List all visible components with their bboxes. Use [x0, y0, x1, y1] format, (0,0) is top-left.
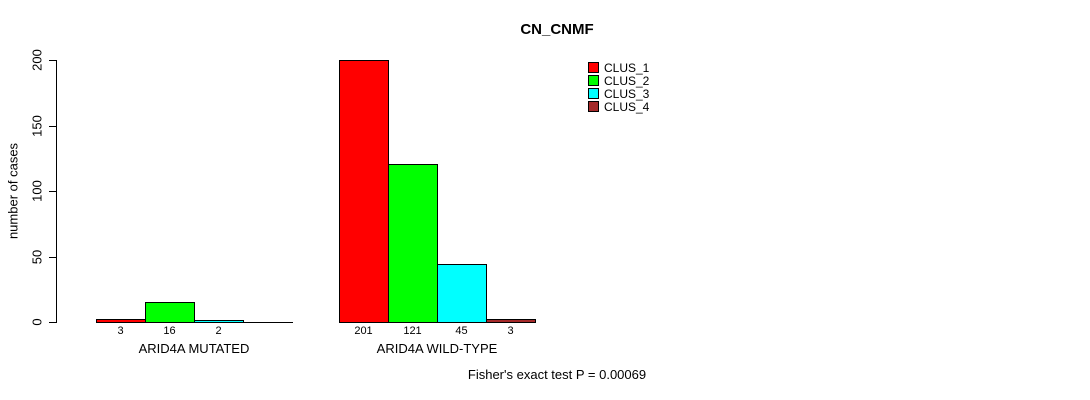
bar-clus-1-arid4a-wild-type: [339, 60, 389, 323]
bar-clus-4-arid4a-wild-type: [486, 319, 536, 323]
y-tick-mark-0: [49, 322, 56, 323]
legend-swatch-clus-2: [588, 75, 599, 86]
bar-clus-3-arid4a-wild-type: [437, 264, 487, 323]
y-tick-label-100: 100: [29, 180, 45, 202]
bar-value-label-clus-1-arid4a-wild-type: 201: [354, 325, 373, 337]
legend: CLUS_1 CLUS_2 CLUS_3 CLUS_4: [588, 60, 650, 114]
legend-item-clus-3: CLUS_3: [588, 86, 650, 101]
y-tick-mark-50: [49, 257, 56, 258]
legend-item-clus-1: CLUS_1: [588, 60, 650, 75]
y-tick-label-200: 200: [29, 49, 45, 71]
y-tick-mark-100: [49, 191, 56, 192]
bar-value-label-clus-3-arid4a-mutated: 2: [215, 325, 222, 337]
y-axis-label: number of cases: [5, 142, 21, 240]
category-label-arid4a-wild-type: ARID4A WILD-TYPE: [376, 341, 498, 356]
legend-swatch-clus-4: [588, 101, 599, 112]
bar-clus-1-arid4a-mutated: [96, 319, 146, 323]
bar-value-label-clus-1-arid4a-mutated: 3: [117, 325, 124, 337]
fisher-test-annotation: Fisher's exact test P = 0.00069: [467, 367, 647, 382]
legend-item-clus-2: CLUS_2: [588, 73, 650, 88]
y-tick-label-0: 0: [29, 318, 45, 326]
chart-title: CN_CNMF: [520, 21, 594, 38]
y-tick-label-50: 50: [29, 249, 45, 265]
y-tick-mark-200: [49, 60, 56, 61]
bar-clus-3-arid4a-mutated: [194, 320, 244, 323]
legend-label-clus-4: CLUS_4: [604, 99, 650, 114]
bar-value-label-clus-2-arid4a-wild-type: 121: [403, 325, 422, 337]
bar-value-label-clus-2-arid4a-mutated: 16: [163, 325, 176, 337]
legend-item-clus-4: CLUS_4: [588, 99, 650, 114]
legend-swatch-clus-1: [588, 62, 599, 73]
y-axis-line: [56, 60, 57, 323]
legend-label-clus-3: CLUS_3: [604, 86, 650, 101]
y-tick-label-150: 150: [29, 115, 45, 137]
category-label-arid4a-mutated: ARID4A MUTATED: [138, 341, 250, 356]
legend-label-clus-1: CLUS_1: [604, 60, 650, 75]
legend-label-clus-2: CLUS_2: [604, 73, 650, 88]
y-tick-mark-150: [49, 126, 56, 127]
bar-value-label-clus-4-arid4a-wild-type: 3: [507, 325, 514, 337]
bar-clus-2-arid4a-wild-type: [388, 164, 438, 323]
bar-clus-2-arid4a-mutated: [145, 302, 195, 323]
bar-value-label-clus-3-arid4a-wild-type: 45: [455, 325, 468, 337]
legend-swatch-clus-3: [588, 88, 599, 99]
